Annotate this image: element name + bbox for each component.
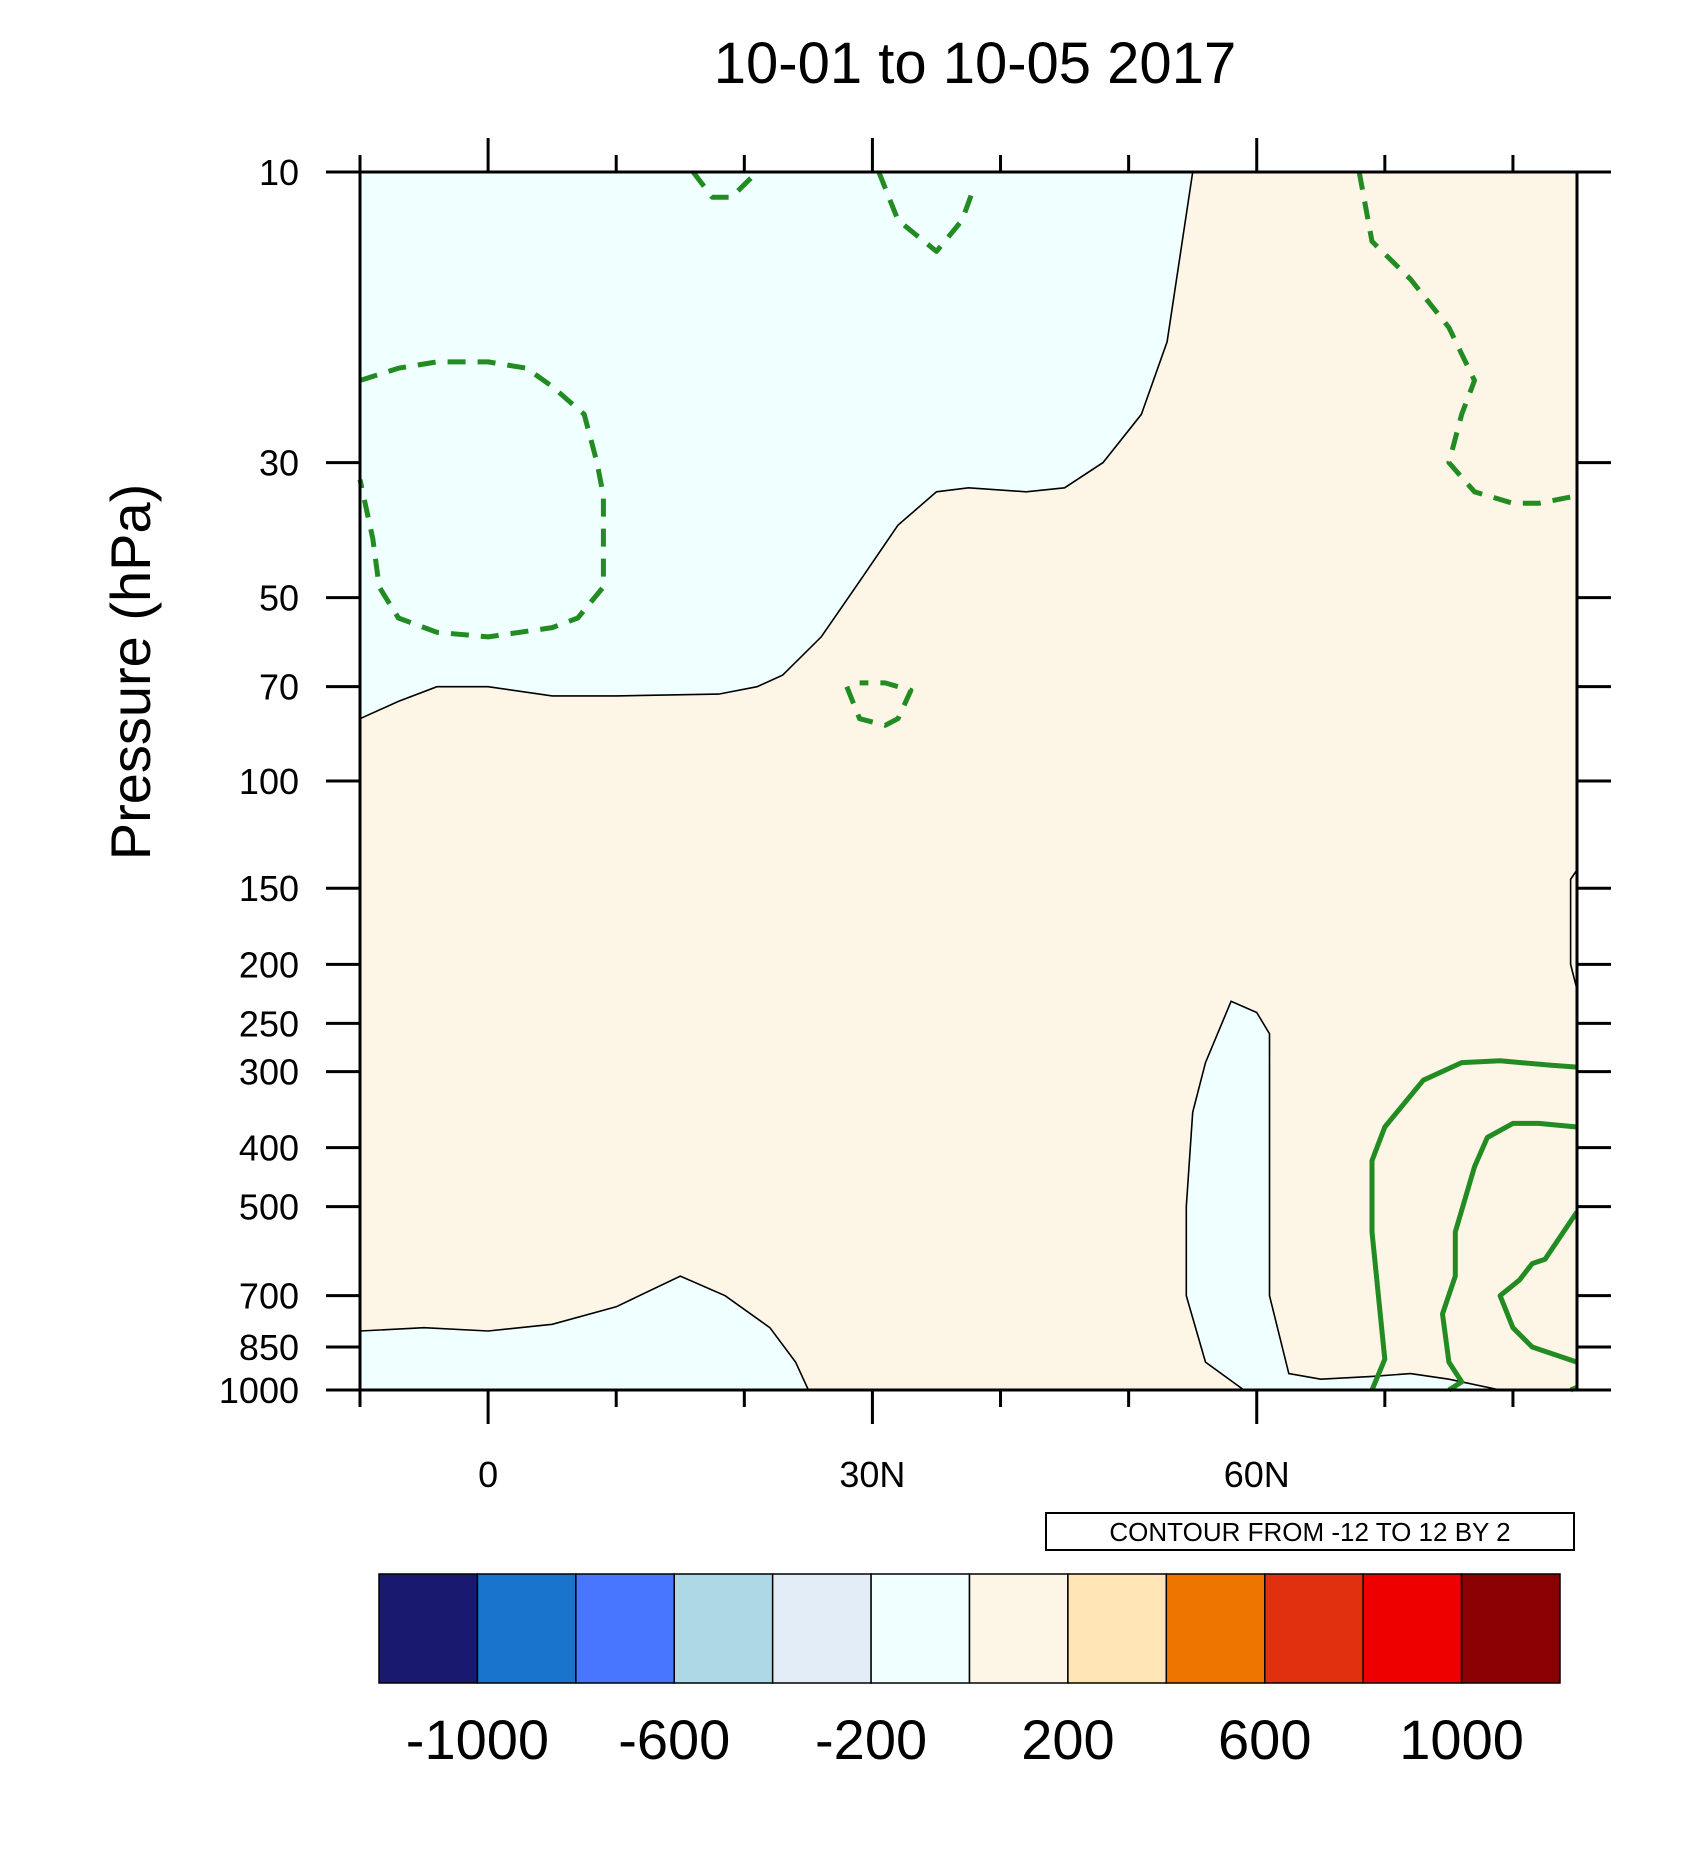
colorbar-box <box>1165 1573 1266 1684</box>
green-contour-dashed <box>876 171 978 254</box>
y-tick-label: 400 <box>239 1128 299 1169</box>
colorbar-box <box>1460 1573 1561 1684</box>
y-tick-label: 70 <box>259 667 299 708</box>
negative-fill-region <box>1186 1001 1501 1390</box>
x-tick-label: 0 <box>478 1454 498 1495</box>
colorbar-box <box>575 1573 675 1684</box>
green-contour-solid <box>1440 1120 1578 1393</box>
colorbar-box <box>476 1573 577 1684</box>
colorbar-label: -1000 <box>406 1708 549 1771</box>
contour-info-border <box>1045 1512 1575 1551</box>
y-tick-label: 50 <box>259 578 299 619</box>
y-tick-label: 700 <box>239 1276 299 1317</box>
y-tick-label: 150 <box>239 868 299 909</box>
negative-fill-regions <box>360 172 1501 1390</box>
green-contour-dashed <box>1356 171 1578 506</box>
chart-title: 10-01 to 10-05 2017 <box>714 31 1236 96</box>
x-axis: 0 30N 60N <box>358 138 1515 1495</box>
colorbar-box <box>1264 1573 1364 1684</box>
colorbar-label: -600 <box>618 1708 730 1771</box>
colorbar: -1000 -600 -200 200 600 1000 <box>378 1573 1561 1771</box>
green-contour-dashed <box>844 680 914 728</box>
negative-fill-region <box>360 172 1193 719</box>
zero-contour-line <box>1185 1000 1501 1391</box>
y-tick-label: 1000 <box>219 1370 299 1411</box>
colorbar-box <box>968 1573 1069 1684</box>
y-tick-label: 850 <box>239 1327 299 1368</box>
zero-contour-line <box>1569 869 1578 990</box>
green-contour-solid <box>1369 1058 1578 1391</box>
zero-contour-line <box>359 171 1194 720</box>
green-contour-solid <box>1497 1210 1580 1365</box>
y-tick-label: 500 <box>239 1187 299 1228</box>
y-axis-title: Pressure (hPa) <box>99 484 162 861</box>
colorbar-box <box>1067 1573 1168 1684</box>
colorbar-box <box>673 1573 774 1684</box>
colorbar-label: 1000 <box>1399 1708 1524 1771</box>
x-tick-label: 30N <box>839 1454 905 1495</box>
colorbar-label: 600 <box>1218 1708 1311 1771</box>
y-tick-label: 100 <box>239 761 299 802</box>
colorbar-box <box>870 1573 971 1684</box>
y-tick-label: 200 <box>239 944 299 985</box>
y-tick-label: 30 <box>259 443 299 484</box>
green-contour-dashed <box>357 359 606 640</box>
green-contour-lines <box>357 170 1580 1393</box>
colorbar-box <box>378 1573 479 1684</box>
green-contour-dashed <box>691 170 759 200</box>
contour-info-box: CONTOUR FROM -12 TO 12 BY 2 <box>1045 1512 1575 1551</box>
y-tick-label: 250 <box>239 1003 299 1044</box>
colorbar-box <box>1362 1573 1463 1684</box>
zero-contour-lines <box>359 171 1578 1391</box>
colorbar-label: 200 <box>1021 1708 1114 1771</box>
contour-info-label: CONTOUR FROM -12 TO 12 BY 2 <box>1109 1517 1510 1547</box>
x-tick-label: 60N <box>1224 1454 1290 1495</box>
y-tick-label: 10 <box>259 152 299 193</box>
negative-fill-region <box>360 1276 809 1390</box>
plot-area <box>357 170 1580 1393</box>
y-tick-label: 300 <box>239 1052 299 1093</box>
colorbar-box <box>771 1573 872 1684</box>
colorbar-label: -200 <box>815 1708 927 1771</box>
zero-contour-line <box>359 1275 810 1391</box>
